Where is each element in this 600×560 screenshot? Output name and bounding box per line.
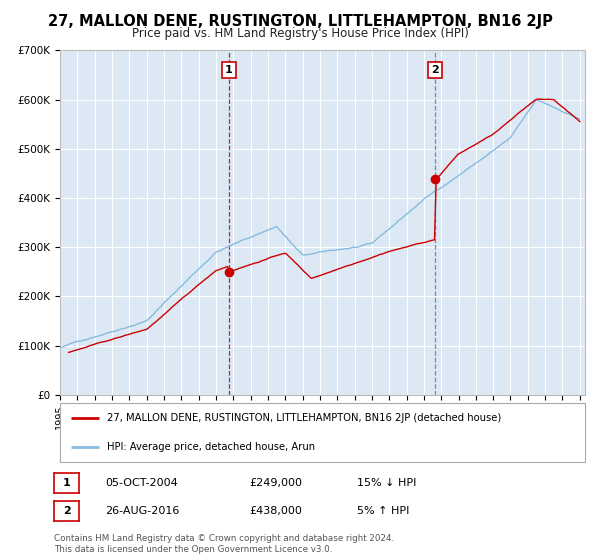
Text: 5% ↑ HPI: 5% ↑ HPI <box>357 506 409 516</box>
Text: 2: 2 <box>63 506 70 516</box>
Text: This data is licensed under the Open Government Licence v3.0.: This data is licensed under the Open Gov… <box>54 545 332 554</box>
FancyBboxPatch shape <box>60 403 585 462</box>
Text: 27, MALLON DENE, RUSTINGTON, LITTLEHAMPTON, BN16 2JP (detached house): 27, MALLON DENE, RUSTINGTON, LITTLEHAMPT… <box>107 413 502 423</box>
Text: 15% ↓ HPI: 15% ↓ HPI <box>357 478 416 488</box>
Text: 05-OCT-2004: 05-OCT-2004 <box>105 478 178 488</box>
Text: £249,000: £249,000 <box>249 478 302 488</box>
Text: 2: 2 <box>431 65 439 75</box>
Text: £438,000: £438,000 <box>249 506 302 516</box>
Text: 1: 1 <box>225 65 233 75</box>
Text: Contains HM Land Registry data © Crown copyright and database right 2024.: Contains HM Land Registry data © Crown c… <box>54 534 394 543</box>
Text: HPI: Average price, detached house, Arun: HPI: Average price, detached house, Arun <box>107 442 316 452</box>
Text: Price paid vs. HM Land Registry's House Price Index (HPI): Price paid vs. HM Land Registry's House … <box>131 27 469 40</box>
Text: 26-AUG-2016: 26-AUG-2016 <box>105 506 179 516</box>
Text: 27, MALLON DENE, RUSTINGTON, LITTLEHAMPTON, BN16 2JP: 27, MALLON DENE, RUSTINGTON, LITTLEHAMPT… <box>47 14 553 29</box>
Text: 1: 1 <box>63 478 70 488</box>
